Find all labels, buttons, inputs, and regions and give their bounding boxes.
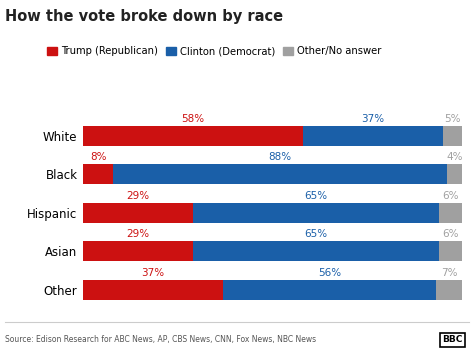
Bar xyxy=(83,241,193,261)
Bar xyxy=(436,280,462,300)
Bar xyxy=(83,126,303,146)
Text: 65%: 65% xyxy=(305,229,328,239)
Bar xyxy=(193,241,439,261)
Text: 65%: 65% xyxy=(305,191,328,201)
Text: 56%: 56% xyxy=(318,268,341,278)
Bar xyxy=(303,126,443,146)
Bar xyxy=(443,126,462,146)
Bar xyxy=(223,280,436,300)
Legend: Trump (Republican), Clinton (Democrat), Other/No answer: Trump (Republican), Clinton (Democrat), … xyxy=(43,42,385,61)
Text: 7%: 7% xyxy=(441,268,457,278)
Bar xyxy=(439,241,462,261)
Bar xyxy=(83,164,113,184)
Bar xyxy=(439,203,462,223)
Text: Source: Edison Research for ABC News, AP, CBS News, CNN, Fox News, NBC News: Source: Edison Research for ABC News, AP… xyxy=(5,335,316,345)
Text: 6%: 6% xyxy=(443,191,459,201)
Text: 37%: 37% xyxy=(142,268,164,278)
Text: How the vote broke down by race: How the vote broke down by race xyxy=(5,9,283,24)
Text: 58%: 58% xyxy=(182,114,204,124)
Text: 29%: 29% xyxy=(127,191,149,201)
Text: 88%: 88% xyxy=(269,152,292,162)
Text: 8%: 8% xyxy=(90,152,106,162)
Bar xyxy=(83,280,223,300)
Text: 6%: 6% xyxy=(443,229,459,239)
Text: 29%: 29% xyxy=(127,229,149,239)
Bar xyxy=(113,164,447,184)
Text: BBC: BBC xyxy=(443,335,463,345)
Text: 37%: 37% xyxy=(362,114,384,124)
Text: 4%: 4% xyxy=(447,152,463,162)
Bar xyxy=(83,203,193,223)
Bar xyxy=(193,203,439,223)
Text: 5%: 5% xyxy=(445,114,461,124)
Bar xyxy=(447,164,462,184)
